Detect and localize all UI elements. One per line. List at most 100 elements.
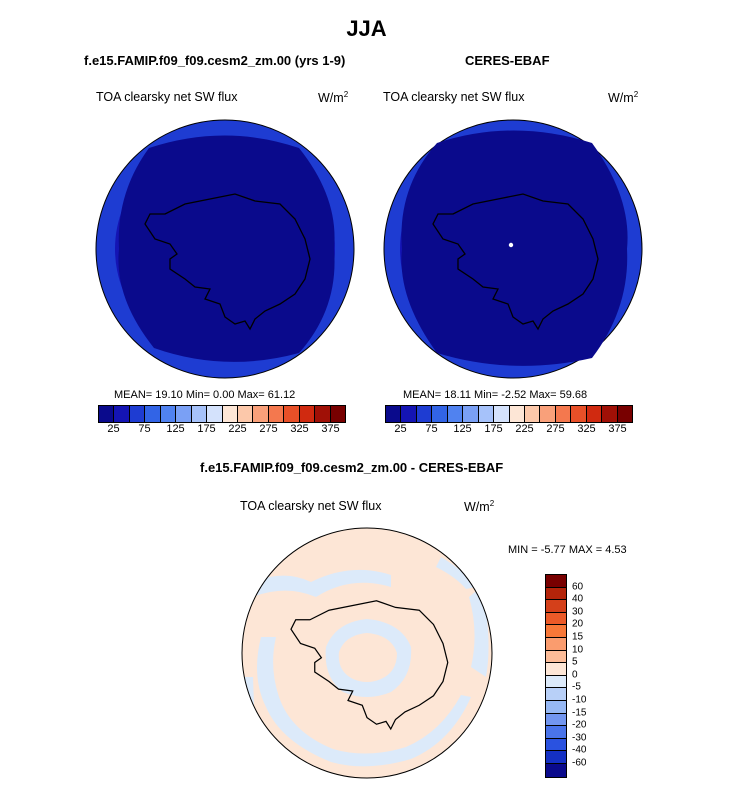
diff-units: W/m2 <box>464 499 495 515</box>
colorbar-diff-swatch <box>546 625 566 638</box>
panel-right-stats: MEAN= 18.11 Min= -2.52 Max= 59.68 <box>403 389 588 401</box>
colorbar-diff-tick-label: -5 <box>572 681 581 693</box>
colorbar-right-swatch <box>540 406 556 422</box>
diff-variable: TOA clearsky net SW flux <box>240 499 382 513</box>
colorbar-left-swatch <box>222 406 238 422</box>
map-obs-interior <box>401 130 628 366</box>
colorbar-diff-tick-label: 30 <box>572 606 584 618</box>
colorbar-left-swatch <box>99 406 115 422</box>
diff-stats: MIN = -5.77 MAX = 4.53 <box>508 544 627 556</box>
colorbar-diff-tick-label: 0 <box>572 669 578 681</box>
colorbar-left-tick-label: 325 <box>290 423 309 435</box>
panel-left-units: W/m2 <box>318 90 349 106</box>
colorbar-diff <box>545 574 567 778</box>
colorbar-diff-swatch <box>546 650 566 664</box>
colorbar-right-swatch <box>617 406 632 422</box>
colorbar-left-swatch <box>284 406 300 422</box>
map-obs <box>383 119 643 379</box>
colorbar-right-tick-label: 275 <box>546 423 565 435</box>
panel-left-stats: MEAN= 19.10 Min= 0.00 Max= 61.12 <box>114 389 296 401</box>
colorbar-diff-swatch <box>546 738 566 752</box>
map-obs-pole-dot <box>508 242 514 248</box>
colorbar-right-tick-label: 225 <box>515 423 534 435</box>
colorbar-diff-tick-label: 10 <box>572 644 584 656</box>
colorbar-diff-tick-label: -10 <box>572 694 587 706</box>
colorbar-diff-swatch <box>546 612 566 626</box>
colorbar-diff-swatch <box>546 600 566 613</box>
colorbar-diff-tick-label: 15 <box>572 631 584 643</box>
colorbar-left-swatch <box>315 406 331 422</box>
colorbar-left-tick-label: 175 <box>197 423 216 435</box>
colorbar-diff-swatch <box>546 688 566 701</box>
colorbar-diff-swatch <box>546 675 566 689</box>
colorbar-left-swatch <box>299 406 316 422</box>
colorbar-diff-swatch <box>546 751 566 764</box>
colorbar-left-swatch <box>176 406 192 422</box>
colorbar-right-swatch <box>509 406 525 422</box>
colorbar-right-swatch <box>586 406 603 422</box>
colorbar-right-swatch <box>555 406 572 422</box>
colorbar-diff-swatch <box>546 713 566 727</box>
panel-right-title: CERES-EBAF <box>465 53 550 68</box>
colorbar-right-swatch <box>447 406 464 422</box>
panel-left-variable: TOA clearsky net SW flux <box>96 90 238 104</box>
map-model <box>95 119 355 379</box>
map-model-interior <box>118 135 335 362</box>
colorbar-left-tick-label: 375 <box>321 423 340 435</box>
colorbar-left-swatch <box>268 406 285 422</box>
main-title: JJA <box>346 16 387 41</box>
colorbar-left-swatch <box>191 406 208 422</box>
colorbar-right-swatch <box>416 406 433 422</box>
panel-right-variable: TOA clearsky net SW flux <box>383 90 525 104</box>
colorbar-left-swatch <box>237 406 254 422</box>
colorbar-right-swatch <box>494 406 510 422</box>
colorbar-left-swatch <box>207 406 223 422</box>
colorbar-diff-swatch <box>546 587 566 601</box>
colorbar-left-swatch <box>145 406 161 422</box>
colorbar-diff-tick-label: -60 <box>572 757 587 769</box>
colorbar-right-tick-label: 325 <box>577 423 596 435</box>
panel-left-title: f.e15.FAMIP.f09_f09.cesm2_zm.00 (yrs 1-9… <box>84 53 346 68</box>
colorbar-right-swatch <box>401 406 417 422</box>
colorbar-diff-tick-label: 40 <box>572 593 584 605</box>
colorbar-right-tick-label: 125 <box>453 423 472 435</box>
colorbar-diff-tick-label: 60 <box>572 581 584 593</box>
colorbar-right-swatch <box>386 406 402 422</box>
colorbar-left-tick-label: 225 <box>228 423 247 435</box>
colorbar-left-tick-label: 275 <box>259 423 278 435</box>
colorbar-diff-ticks: 60 40 30 20 15 10 5 0 -5 -10 -15 -20 -30 -40 -60 <box>572 574 612 778</box>
colorbar-diff-tick-label: 20 <box>572 618 584 630</box>
colorbar-diff-swatch <box>546 763 566 777</box>
colorbar-diff-swatch <box>546 726 566 739</box>
colorbar-right-swatch <box>602 406 618 422</box>
colorbar-right: 25 75 125 175 225 275 325 375 <box>385 405 633 437</box>
colorbar-left-swatch <box>129 406 146 422</box>
colorbar-right-tick-label: 25 <box>394 423 407 435</box>
colorbar-left: 25 75 125 175 225 275 325 375 <box>98 405 346 437</box>
colorbar-diff-tick-label: -40 <box>572 744 587 756</box>
colorbar-left-tick-label: 125 <box>166 423 185 435</box>
map-diff <box>241 527 493 779</box>
colorbar-left-swatch <box>330 406 345 422</box>
colorbar-left-tick-label: 75 <box>138 423 151 435</box>
panel-right-units: W/m2 <box>608 90 639 106</box>
colorbar-diff-swatch <box>546 575 566 588</box>
colorbar-right-tick-label: 75 <box>425 423 438 435</box>
colorbar-diff-tick-label: -20 <box>572 719 587 731</box>
colorbar-diff-tick-label: 5 <box>572 656 578 668</box>
colorbar-right-swatch <box>478 406 495 422</box>
colorbar-right-tick-label: 175 <box>484 423 503 435</box>
colorbar-right-swatch <box>463 406 479 422</box>
diff-title: f.e15.FAMIP.f09_f09.cesm2_zm.00 - CERES-… <box>200 460 504 475</box>
colorbar-left-tick-label: 25 <box>107 423 120 435</box>
colorbar-diff-tick-label: -15 <box>572 707 587 719</box>
colorbar-right-swatch <box>571 406 587 422</box>
colorbar-diff-swatch <box>546 700 566 714</box>
colorbar-right-swatch <box>524 406 541 422</box>
colorbar-diff-tick-label: -30 <box>572 732 587 744</box>
colorbar-diff-swatch <box>546 637 566 651</box>
colorbar-diff-swatch <box>546 663 566 676</box>
colorbar-right-tick-label: 375 <box>608 423 627 435</box>
colorbar-left-swatch <box>160 406 177 422</box>
colorbar-left-swatch <box>253 406 269 422</box>
